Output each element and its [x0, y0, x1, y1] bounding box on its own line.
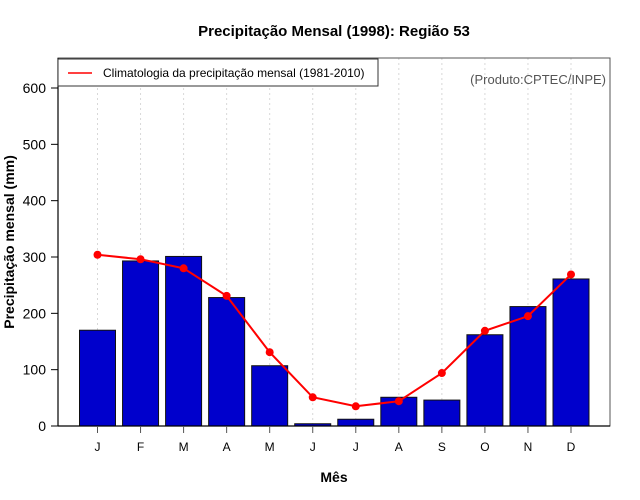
- y-tick-label: 500: [23, 136, 47, 152]
- x-tick-label: S: [438, 440, 446, 454]
- y-tick-label: 300: [23, 249, 47, 265]
- x-tick-label: N: [524, 440, 533, 454]
- x-tick-label: J: [310, 440, 316, 454]
- climatology-point-8: [437, 369, 446, 378]
- climatology-point-1: [136, 255, 145, 264]
- climatology-point-7: [394, 397, 403, 406]
- legend-label: Climatologia da precipitação mensal (198…: [103, 66, 364, 80]
- x-tick-label: A: [223, 440, 231, 454]
- bar-2: [165, 255, 203, 427]
- y-tick-label: 0: [38, 418, 46, 434]
- y-tick-label: 400: [23, 193, 47, 209]
- x-tick-label: J: [95, 440, 101, 454]
- x-tick-label: M: [265, 440, 275, 454]
- climatology-point-3: [222, 291, 231, 300]
- x-axis-title: Mês: [320, 469, 347, 485]
- climatology-point-11: [567, 270, 575, 279]
- x-tick-label: D: [567, 440, 576, 454]
- bar-3: [208, 297, 246, 427]
- climatology-point-6: [351, 402, 360, 411]
- y-axis-title: Precipitação mensal (mm): [1, 155, 17, 329]
- y-axis-ticks: 0 100 200 300 400 500 600: [23, 80, 58, 434]
- x-tick-label: A: [395, 440, 403, 454]
- climatology-point-2: [179, 264, 188, 273]
- y-tick-label: 100: [23, 362, 47, 378]
- bar-10: [509, 306, 547, 427]
- climatology-point-4: [265, 348, 274, 357]
- climatology-point-5: [308, 393, 317, 402]
- bar-0: [79, 329, 116, 427]
- bar-11: [552, 278, 590, 427]
- legend-box: [57, 58, 379, 87]
- x-tick-label: J: [353, 440, 359, 454]
- climatology-point-10: [523, 312, 532, 321]
- bar-4: [251, 365, 289, 427]
- x-tick-label: M: [179, 440, 189, 454]
- climatology-line-group: [93, 250, 575, 411]
- chart-title: Precipitação Mensal (1998): Região 53: [198, 23, 470, 40]
- bar-1: [122, 260, 160, 427]
- bar-8: [423, 399, 461, 427]
- climatology-point-0: [93, 250, 102, 259]
- product-credit: (Produto:CPTEC/INPE): [470, 72, 606, 87]
- legend: Climatologia da precipitação mensal (198…: [57, 58, 379, 87]
- y-tick-label: 600: [23, 80, 47, 96]
- bar-6: [337, 418, 375, 427]
- x-tick-label: O: [480, 440, 489, 454]
- bars-group: [79, 255, 590, 427]
- x-tick-label: F: [137, 440, 144, 454]
- climatology-point-9: [480, 326, 489, 335]
- climatology-line: [97, 253, 572, 408]
- bar-9: [466, 334, 504, 427]
- y-tick-label: 200: [23, 305, 47, 321]
